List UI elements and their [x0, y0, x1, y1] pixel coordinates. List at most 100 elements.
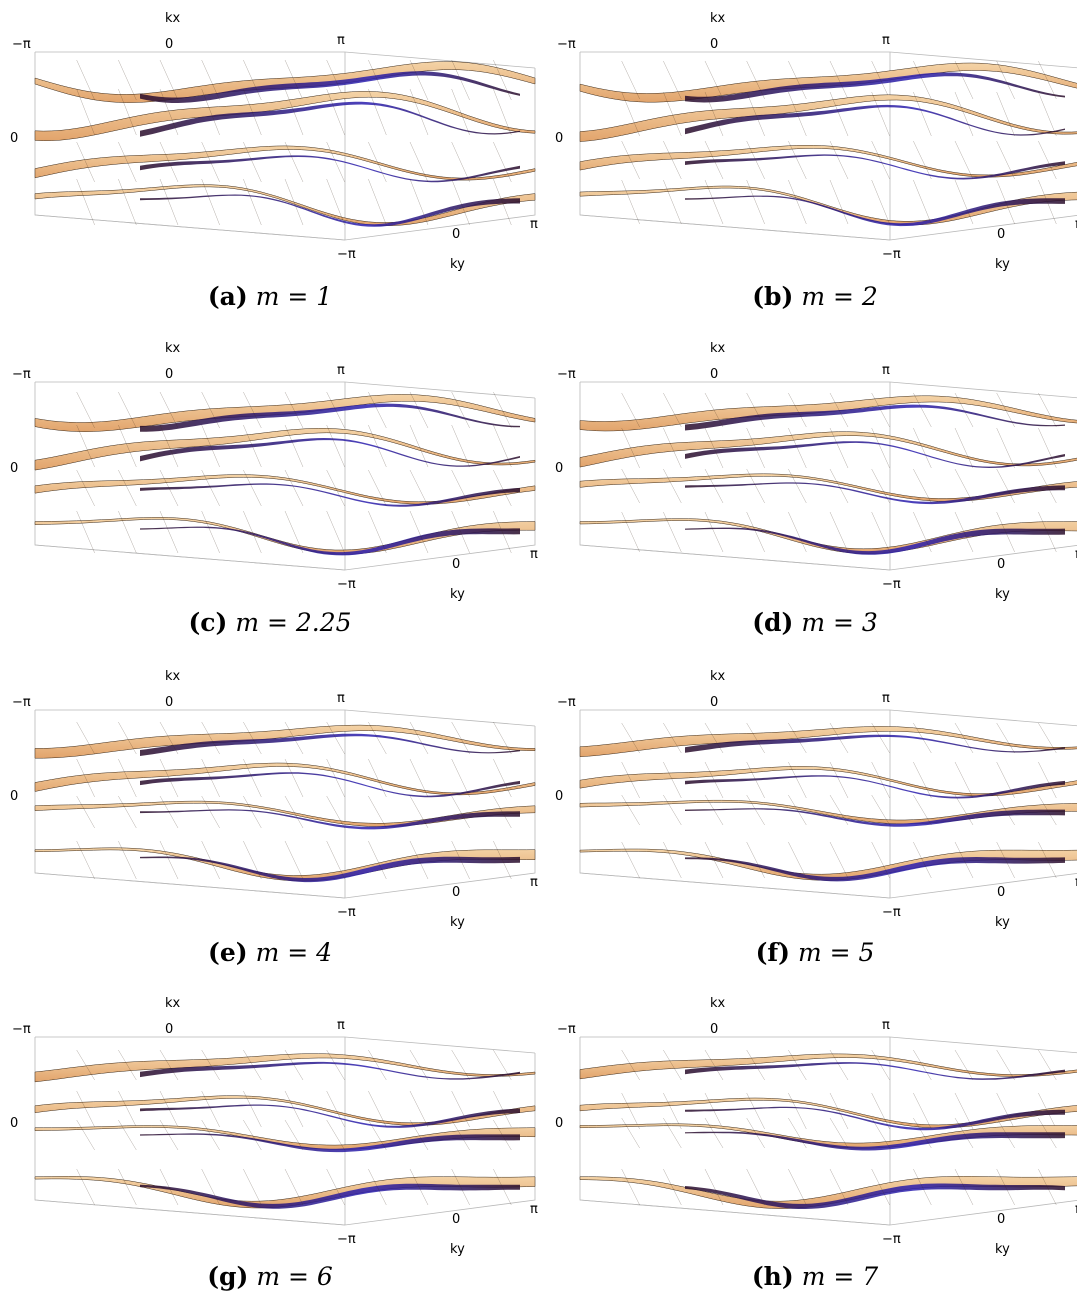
ky-tick-neg-pi: −π [337, 1232, 356, 1247]
ky-tick-pi: π [530, 217, 538, 232]
kx-tick-neg-pi: −π [12, 695, 31, 710]
caption-letter: (a) [207, 282, 248, 311]
caption-equation: m = 7 [801, 1262, 879, 1291]
caption-letter: (f) [755, 938, 790, 967]
kx-tick-pi: π [882, 363, 890, 378]
kx-axis-label: kx [165, 996, 181, 1011]
kx-tick-neg-pi: −π [12, 367, 31, 382]
kx-tick-zero: 0 [710, 367, 718, 382]
ky-tick-neg-pi: −π [337, 577, 356, 592]
kx-tick-neg-pi: −π [557, 1022, 576, 1037]
bounding-box [34, 381, 536, 571]
panel-e: kx −π 0 π 0 −π 0 π ky (e) m = 4 [0, 658, 540, 983]
caption-equation: m = 2.25 [235, 608, 352, 637]
kx-axis-label: kx [710, 996, 726, 1011]
ky-tick-neg-pi: −π [337, 247, 356, 262]
caption-letter: (b) [752, 282, 794, 311]
band-surface-plot: kx −π 0 π 0 −π 0 π ky [10, 341, 538, 602]
kx-axis-label: kx [165, 11, 181, 26]
ky-tick-zero: 0 [997, 557, 1005, 572]
subfigure-caption: (g) m = 6 [0, 1262, 540, 1291]
energy-tick-zero: 0 [10, 461, 18, 476]
ky-tick-pi: π [1075, 1202, 1077, 1217]
energy-band-1 [579, 1049, 1077, 1081]
caption-equation: m = 3 [801, 608, 878, 637]
energy-band-2 [579, 1092, 1077, 1131]
ky-tick-pi: π [1075, 875, 1077, 890]
energy-band-4 [579, 1168, 1077, 1209]
energy-band-1 [34, 391, 536, 432]
caption-letter: (c) [188, 608, 228, 637]
kx-tick-pi: π [337, 33, 345, 48]
ky-tick-pi: π [530, 547, 538, 562]
energy-band-3 [34, 1119, 536, 1153]
subfigure-caption: (a) m = 1 [0, 282, 540, 311]
bounding-box [579, 51, 1077, 241]
kx-axis-label: kx [165, 669, 181, 684]
subfigure-caption: (e) m = 4 [0, 938, 540, 967]
caption-letter: (h) [751, 1262, 794, 1291]
energy-tick-zero: 0 [10, 1116, 18, 1131]
subfigure-caption: (h) m = 7 [545, 1262, 1077, 1291]
band-surface-plot: kx −π 0 π 0 −π 0 π ky [555, 669, 1077, 930]
energy-tick-zero: 0 [10, 789, 18, 804]
ky-axis-label: ky [450, 587, 465, 602]
subfigure-caption: (c) m = 2.25 [0, 608, 540, 637]
energy-band-4 [579, 179, 1077, 227]
energy-band-1 [579, 392, 1077, 432]
ky-axis-label: ky [995, 587, 1010, 602]
kx-tick-pi: π [882, 691, 890, 706]
bounding-box [579, 381, 1077, 571]
energy-tick-zero: 0 [10, 131, 18, 146]
kx-tick-zero: 0 [710, 37, 718, 52]
panel-b: kx −π 0 π 0 −π 0 π ky (b)m = 2 [545, 0, 1077, 325]
ky-tick-zero: 0 [452, 885, 460, 900]
ky-axis-label: ky [995, 257, 1010, 272]
kx-tick-neg-pi: −π [557, 37, 576, 52]
energy-band-1 [579, 60, 1077, 103]
kx-tick-zero: 0 [710, 695, 718, 710]
kx-axis-label: kx [710, 11, 726, 26]
energy-tick-zero: 0 [555, 131, 563, 146]
subfigure-caption: (d) m = 3 [545, 608, 1077, 637]
energy-band-2 [579, 91, 1077, 142]
panel-h: kx −π 0 π 0 −π 0 π ky (h)m = 7 [545, 985, 1077, 1310]
bounding-box [34, 709, 536, 899]
panel-d: kx −π 0 π 0 −π 0 π ky (d)m = 3 [545, 330, 1077, 655]
ky-axis-label: ky [995, 1242, 1010, 1257]
energy-band-3 [579, 794, 1077, 827]
energy-band-1 [34, 1049, 536, 1083]
ky-tick-pi: π [1075, 217, 1077, 232]
ky-tick-pi: π [530, 875, 538, 890]
panel-c: kx −π 0 π 0 −π 0 π ky (c) m = 2.25 [0, 330, 540, 655]
energy-band-3 [579, 140, 1077, 180]
caption-equation: m = 5 [797, 938, 875, 967]
band-surface-plot: kx −π 0 π 0 −π 0 π ky [555, 11, 1077, 272]
ky-tick-zero: 0 [997, 885, 1005, 900]
energy-band-3 [579, 468, 1077, 505]
caption-letter: (g) [207, 1262, 249, 1291]
band-surface-plot: kx −π 0 π 0 −π 0 π ky [555, 996, 1077, 1257]
kx-tick-zero: 0 [165, 367, 173, 382]
energy-band-4 [34, 178, 536, 227]
energy-band-2 [34, 758, 536, 798]
ky-tick-neg-pi: −π [882, 247, 901, 262]
kx-axis-label: kx [710, 669, 726, 684]
ky-tick-neg-pi: −π [882, 577, 901, 592]
caption-equation: m = 6 [256, 1262, 333, 1291]
kx-tick-pi: π [337, 691, 345, 706]
kx-tick-neg-pi: −π [12, 37, 31, 52]
band-surface-plot: kx −π 0 π 0 −π 0 π ky [10, 996, 538, 1257]
energy-band-3 [34, 469, 536, 507]
ky-axis-label: ky [450, 1242, 465, 1257]
ky-tick-neg-pi: −π [337, 905, 356, 920]
kx-tick-neg-pi: −π [557, 367, 576, 382]
energy-tick-zero: 0 [555, 789, 563, 804]
band-surface-plot: kx −π 0 π 0 −π 0 π ky [10, 11, 538, 272]
kx-tick-neg-pi: −π [12, 1022, 31, 1037]
energy-band-3 [579, 1117, 1077, 1151]
energy-band-4 [34, 840, 536, 883]
energy-band-1 [34, 59, 536, 103]
ky-tick-neg-pi: −π [882, 905, 901, 920]
band-surface-plot: kx −π 0 π 0 −π 0 π ky [555, 341, 1077, 602]
